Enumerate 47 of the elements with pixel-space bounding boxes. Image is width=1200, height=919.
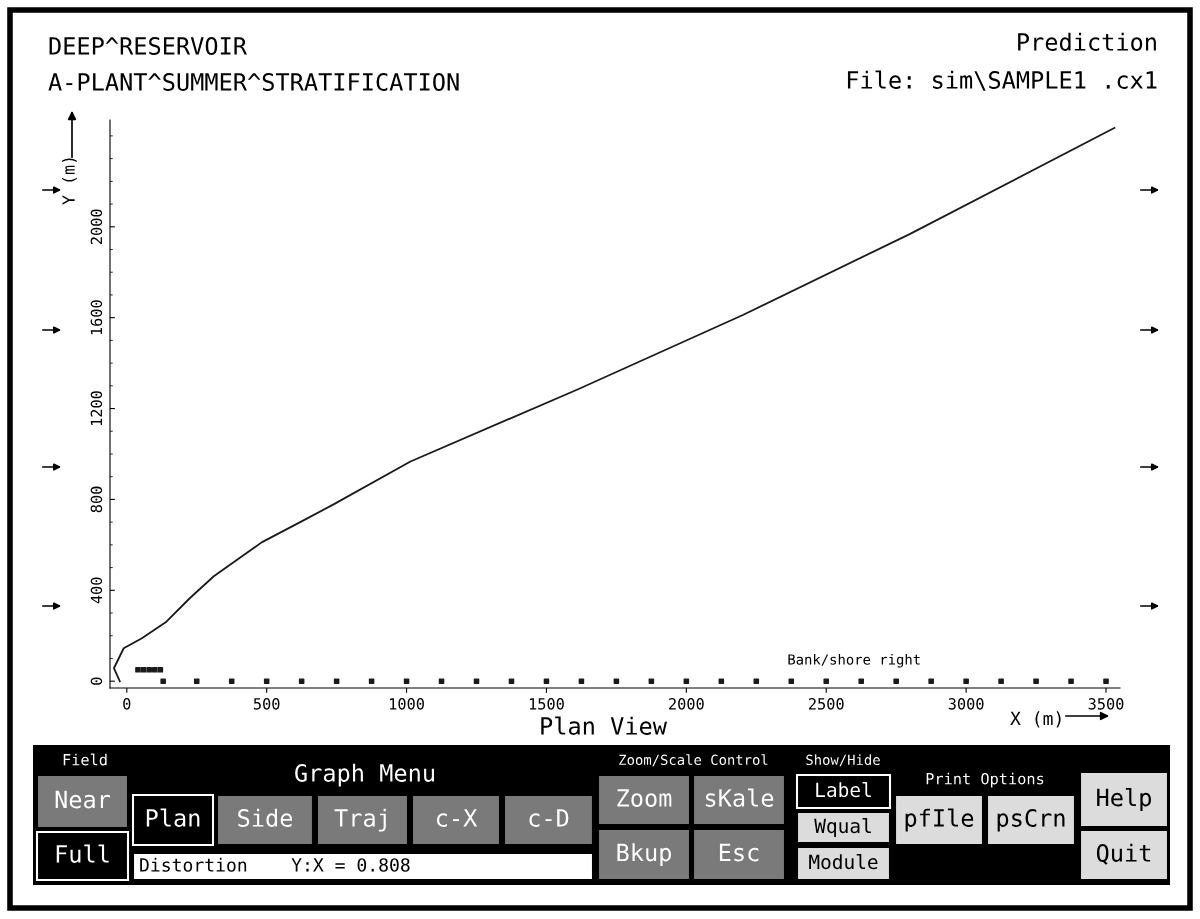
text: Quit (1096, 843, 1151, 865)
text: Module (809, 854, 878, 870)
text: Zoom/Scale Control (619, 754, 768, 767)
text: Help (1097, 788, 1151, 811)
text: Show/Hide (806, 754, 880, 767)
text: Full (56, 844, 109, 863)
text: Plan (146, 808, 200, 827)
text: pfIle (905, 808, 974, 832)
text: Esc (719, 843, 759, 862)
text: Near (55, 790, 111, 809)
text: Plan View (541, 716, 667, 735)
text: psCrn (997, 809, 1065, 832)
line-series (113, 127, 1116, 683)
text: Bkup (617, 843, 671, 866)
text: Distortion Y:X = 0.808 (140, 857, 410, 872)
x-tick-label: 3000 (948, 698, 984, 710)
x-tick-label: 0 (123, 698, 131, 710)
text: Side (238, 808, 293, 827)
x-tick-label: 2000 (669, 698, 704, 710)
chart-title: DEEP^RESERVOIR (49, 37, 248, 55)
y-tick-label: 0 (90, 677, 103, 685)
text: Traj (334, 808, 386, 832)
text: sKale (705, 788, 774, 807)
x-axis-title: X (m) (1010, 711, 1061, 728)
y-tick-label: 800 (90, 486, 103, 513)
text: Wqual (814, 818, 871, 837)
chart-subtitle: A-PLANT^SUMMER^STRATIFICATION (48, 73, 459, 91)
text: Zoom (617, 789, 672, 807)
text: Prediction (1018, 32, 1156, 51)
text: c-X (436, 809, 478, 827)
x-tick-label: 2500 (808, 698, 844, 710)
text: Graph Menu (295, 763, 434, 787)
y-tick-label: 1200 (90, 391, 103, 426)
annotation: Bank/shore right (788, 653, 920, 668)
x-tick-label: 500 (253, 698, 280, 710)
y-axis-title: Y (m) (62, 158, 77, 205)
x-tick-label: 1500 (529, 698, 564, 710)
y-tick-label: 1600 (90, 300, 103, 335)
text: c-D (529, 809, 569, 827)
x-tick-label: 1000 (390, 698, 424, 710)
x-tick-label: 3500 (1088, 698, 1124, 710)
text: File: sim\SAMPLE1 .cx1 (847, 70, 1157, 91)
y-tick-label: 2000 (90, 209, 103, 245)
text: Label (816, 782, 871, 798)
y-tick-label: 400 (90, 577, 103, 604)
text: Print Options (926, 772, 1044, 788)
text: Field (63, 753, 107, 766)
